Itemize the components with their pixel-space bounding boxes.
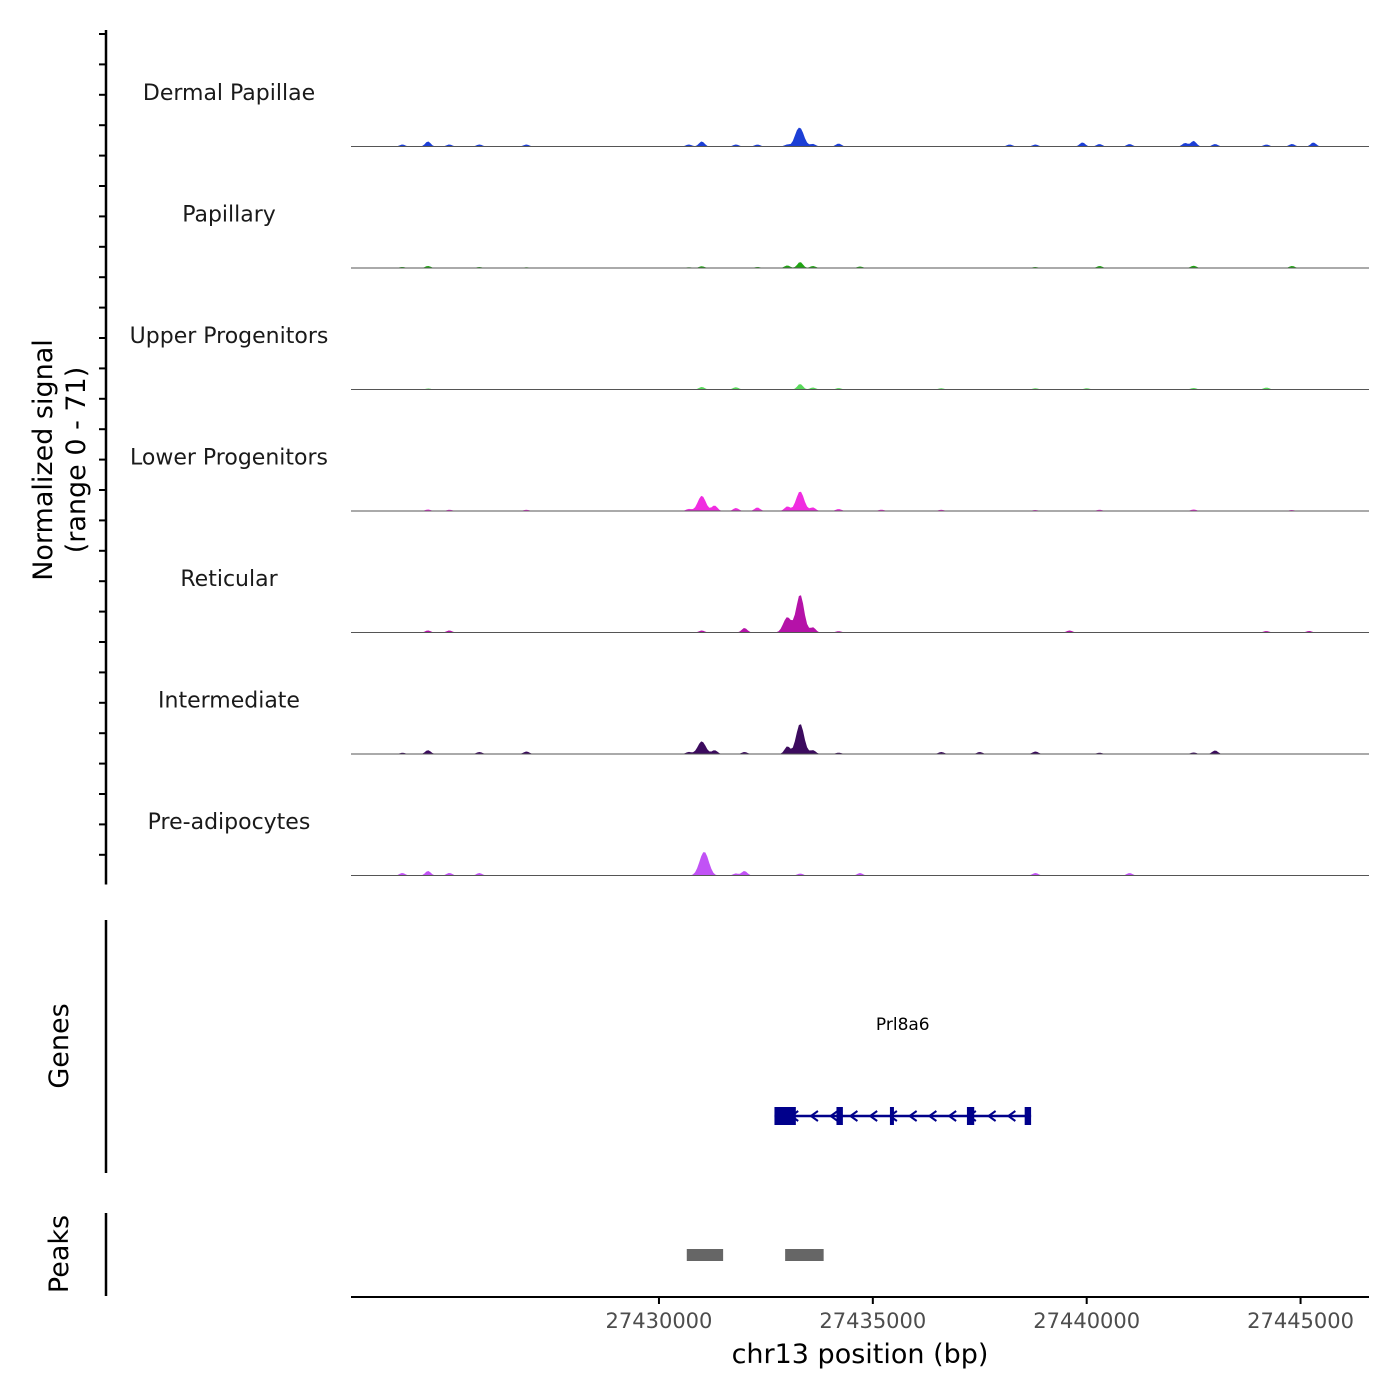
peak-bar [686,1249,724,1261]
coverage-tracks: Dermal Papillae Papillary Upper Progenitor… [130,81,1369,876]
strand-arrow [809,1110,819,1122]
track-label: Lower Progenitors [130,446,328,471]
coverage-track: Dermal Papillae [143,81,1369,147]
gene-exon [836,1107,843,1125]
x-axis-title: chr13 position (bp) [732,1339,989,1370]
strand-arrow [927,1110,937,1122]
strand-arrow [848,1110,859,1122]
gene-models: Prl8a6 [774,1015,1032,1125]
x-tick-label: 27430000 [606,1309,713,1333]
coverage-signal [351,724,1369,754]
coverage-signal [351,127,1369,147]
coverage-signal [351,491,1369,511]
strand-arrow [888,1110,898,1122]
gene-track-label: Genes [44,1003,75,1088]
gene-exon [889,1107,894,1125]
coverage-track: Reticular [180,567,1369,633]
x-tick-label: 27445000 [1247,1309,1354,1333]
coverage-signal [351,262,1369,268]
gene-model: Prl8a6 [774,1015,1032,1125]
y-axis-title-line2: (range 0 - 71) [61,367,92,554]
track-label: Reticular [180,567,278,592]
gene-exon [774,1107,796,1125]
x-tick-label: 27435000 [819,1309,926,1333]
coverage-track: Pre-adipocytes [148,810,1369,876]
peak-bar [785,1249,824,1261]
coverage-track: Papillary [182,203,1369,269]
signal-y-axis [99,30,108,885]
coverage-track: Intermediate [158,689,1369,755]
gene-exon [1024,1107,1032,1125]
coverage-track: Lower Progenitors [130,446,1369,512]
strand-arrow [828,1110,839,1122]
gene-exon [966,1107,975,1125]
peak-track-label: Peaks [44,1215,75,1293]
strand-arrow [907,1110,918,1122]
track-label: Dermal Papillae [143,81,315,106]
coverage-signal [351,852,1369,876]
gene-name-label: Prl8a6 [876,1015,930,1035]
gene-track: Genes Prl8a6 [44,920,1032,1173]
x-axis: 27430000 27435000 27440000 27445000 [351,1296,1369,1333]
track-label: Intermediate [158,689,300,714]
peak-track: Peaks [44,1213,824,1296]
strand-arrow [1006,1110,1016,1122]
peak-bars [686,1249,824,1261]
coverage-signal [351,595,1369,633]
coverage-signal [351,384,1369,390]
strand-arrow [868,1110,878,1122]
strand-arrow [986,1110,997,1122]
x-tick-label: 27440000 [1033,1309,1140,1333]
track-label: Pre-adipocytes [148,810,311,835]
strand-arrow [947,1110,957,1122]
coverage-track: Upper Progenitors [130,324,1369,390]
y-axis-title-line1: Normalized signal [28,339,59,581]
track-label: Upper Progenitors [130,324,329,349]
track-label: Papillary [182,203,276,228]
